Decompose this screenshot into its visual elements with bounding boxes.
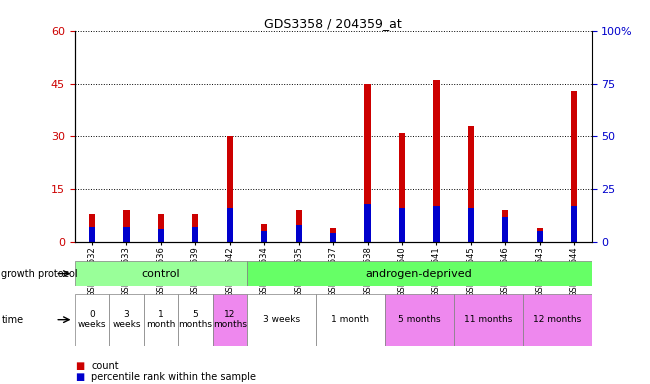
Bar bbox=[124, 210, 129, 242]
Bar bbox=[502, 210, 508, 242]
Bar bbox=[330, 233, 336, 242]
Bar bbox=[158, 214, 164, 242]
Bar bbox=[109, 294, 144, 346]
Bar bbox=[468, 126, 474, 242]
Bar bbox=[124, 227, 129, 242]
Text: time: time bbox=[1, 314, 23, 325]
Text: 3 weeks: 3 weeks bbox=[263, 315, 300, 324]
Bar bbox=[247, 261, 592, 286]
Bar bbox=[434, 80, 439, 242]
Bar bbox=[365, 84, 370, 242]
Bar bbox=[75, 261, 247, 286]
Text: 11 months: 11 months bbox=[464, 315, 512, 324]
Bar bbox=[537, 228, 543, 242]
Text: 5
months: 5 months bbox=[178, 310, 213, 329]
Bar bbox=[523, 294, 592, 346]
Bar bbox=[192, 214, 198, 242]
Bar bbox=[144, 294, 178, 346]
Text: ■: ■ bbox=[75, 372, 84, 382]
Bar bbox=[178, 294, 213, 346]
Bar bbox=[227, 136, 233, 242]
Bar bbox=[192, 227, 198, 242]
Bar bbox=[296, 210, 302, 242]
Text: count: count bbox=[91, 361, 119, 371]
Bar bbox=[213, 294, 247, 346]
Bar bbox=[89, 227, 95, 242]
Text: androgen-deprived: androgen-deprived bbox=[366, 268, 473, 279]
Text: growth protocol: growth protocol bbox=[1, 268, 78, 279]
Text: percentile rank within the sample: percentile rank within the sample bbox=[91, 372, 256, 382]
Text: 0
weeks: 0 weeks bbox=[78, 310, 106, 329]
Text: 1 month: 1 month bbox=[332, 315, 369, 324]
Text: control: control bbox=[142, 268, 180, 279]
Text: 3
weeks: 3 weeks bbox=[112, 310, 140, 329]
Bar bbox=[571, 91, 577, 242]
Bar bbox=[330, 228, 336, 242]
Title: GDS3358 / 204359_at: GDS3358 / 204359_at bbox=[265, 17, 402, 30]
Text: ■: ■ bbox=[75, 361, 84, 371]
Bar bbox=[75, 294, 109, 346]
Text: 12 months: 12 months bbox=[533, 315, 581, 324]
Bar bbox=[502, 217, 508, 242]
Bar bbox=[158, 229, 164, 242]
Bar bbox=[385, 294, 454, 346]
Text: 5 months: 5 months bbox=[398, 315, 441, 324]
Bar bbox=[227, 208, 233, 242]
Bar bbox=[247, 294, 316, 346]
Bar bbox=[537, 231, 543, 242]
Bar bbox=[316, 294, 385, 346]
Bar bbox=[296, 225, 302, 242]
Bar bbox=[468, 208, 474, 242]
Bar bbox=[454, 294, 523, 346]
Bar bbox=[399, 208, 405, 242]
Bar bbox=[399, 133, 405, 242]
Text: 1
month: 1 month bbox=[146, 310, 176, 329]
Bar bbox=[89, 214, 95, 242]
Bar bbox=[365, 204, 370, 242]
Bar bbox=[571, 206, 577, 242]
Bar bbox=[434, 206, 439, 242]
Bar bbox=[261, 224, 267, 242]
Text: 12
months: 12 months bbox=[213, 310, 247, 329]
Bar bbox=[261, 231, 267, 242]
